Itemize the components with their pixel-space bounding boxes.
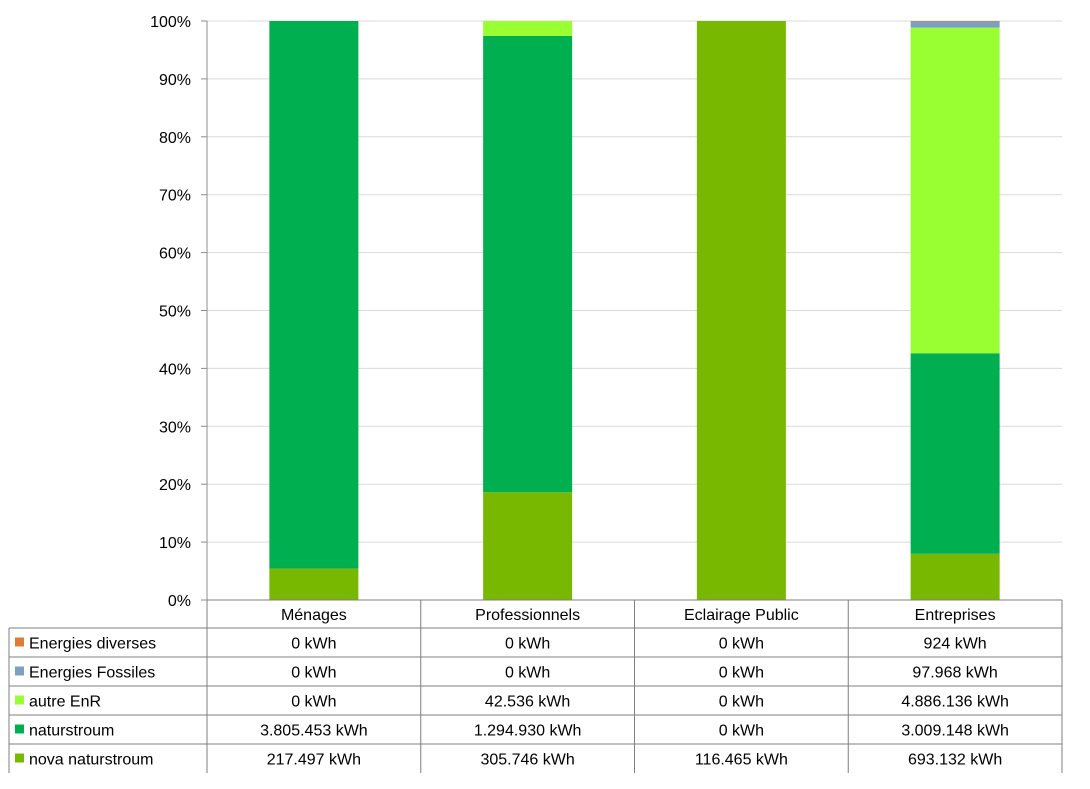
- data-table-cell: 0 kWh: [505, 665, 550, 682]
- bar-segment: [910, 21, 1000, 22]
- data-table-cell: 3.805.453 kWh: [260, 723, 368, 740]
- y-tick-label: 100%: [150, 14, 191, 31]
- legend-key: [15, 724, 24, 734]
- data-table-cell: 0 kWh: [719, 636, 764, 653]
- x-category-label: Entreprises: [915, 607, 996, 624]
- data-table-cell: 0 kWh: [719, 723, 764, 740]
- y-tick-label: 60%: [159, 246, 191, 263]
- bar-segment: [910, 553, 1000, 600]
- data-table-cell: 217.497 kWh: [267, 752, 361, 769]
- data-table-cell: 924 kWh: [924, 636, 987, 653]
- y-tick-label: 0%: [168, 593, 191, 610]
- x-category-label: Professionnels: [475, 607, 580, 624]
- data-table-cell: 0 kWh: [291, 636, 336, 653]
- data-table-cell: 0 kWh: [719, 665, 764, 682]
- legend-key: [15, 637, 24, 647]
- bar-segment: [483, 492, 573, 600]
- legend-series-name: Energies Fossiles: [29, 665, 155, 682]
- data-table-cell: 0 kWh: [719, 694, 764, 711]
- y-tick-label: 10%: [159, 535, 191, 552]
- x-category-label: Ménages: [281, 607, 347, 624]
- data-table-cell: 42.536 kWh: [485, 694, 570, 711]
- bar-segment: [483, 21, 573, 36]
- data-table-cell: 0 kWh: [291, 694, 336, 711]
- y-tick-label: 80%: [159, 130, 191, 147]
- legend-series-name: Energies diverses: [29, 636, 156, 653]
- legend-series-name: autre EnR: [29, 694, 101, 711]
- bars: [269, 21, 1000, 600]
- legend-key: [15, 695, 24, 705]
- data-table-cell: 97.968 kWh: [912, 665, 997, 682]
- y-tick-label: 90%: [159, 72, 191, 89]
- data-table: Ménages Professionnels Eclairage Public Ent…: [8, 599, 1063, 773]
- legend-key: [15, 666, 24, 676]
- y-tick-label: 20%: [159, 477, 191, 494]
- y-tick-label: 30%: [159, 419, 191, 436]
- bar-segment: [910, 27, 1000, 354]
- data-table-cell: 1.294.930 kWh: [474, 723, 582, 740]
- bar-segment: [910, 353, 1000, 554]
- y-tick-label: 40%: [159, 361, 191, 378]
- bar-segment: [483, 35, 573, 493]
- y-tick-label: 50%: [159, 304, 191, 321]
- data-table-cell: 0 kWh: [505, 636, 550, 653]
- x-category-label: Eclairage Public: [684, 607, 799, 624]
- bar-segment: [910, 21, 1000, 28]
- legend-key: [15, 753, 24, 763]
- data-table-cell: 693.132 kWh: [908, 752, 1002, 769]
- y-tick-label: 70%: [159, 188, 191, 205]
- legend-series-name: naturstroum: [29, 723, 114, 740]
- legend-series-name: nova naturstroum: [29, 752, 154, 769]
- bar-segment: [696, 21, 786, 600]
- y-axis: 0% 10% 20% 30% 40% 50% 60% 70% 80% 90% 100%: [150, 14, 208, 610]
- data-table-cell: 4.886.136 kWh: [901, 694, 1009, 711]
- data-table-cell: 0 kWh: [291, 665, 336, 682]
- data-table-cell: 305.746 kWh: [480, 752, 574, 769]
- data-table-cell: 3.009.148 kWh: [901, 723, 1009, 740]
- data-table-cell: 116.465 kWh: [695, 752, 788, 769]
- bar-segment: [269, 568, 359, 600]
- bar-segment: [269, 21, 359, 569]
